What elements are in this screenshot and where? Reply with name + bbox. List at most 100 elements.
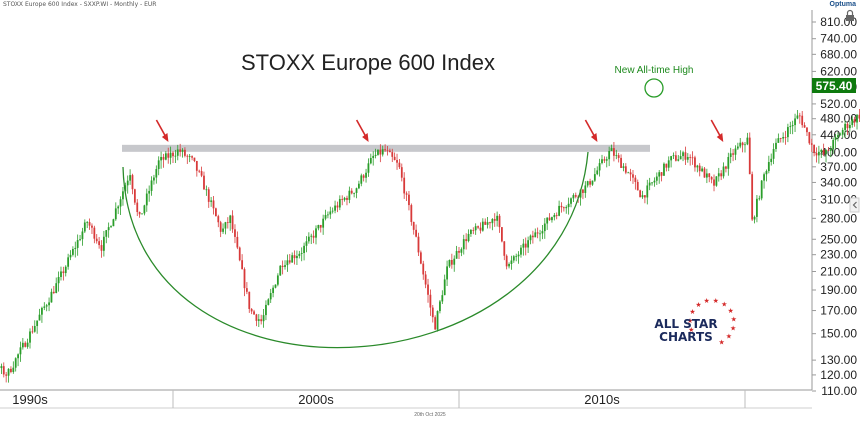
candle-body bbox=[813, 144, 816, 154]
candle-body bbox=[384, 149, 387, 151]
candle-body bbox=[174, 155, 177, 157]
star-icon: ★ bbox=[719, 338, 725, 346]
candle-body bbox=[760, 180, 763, 199]
candle-body bbox=[815, 153, 818, 156]
svg-text:CHARTS: CHARTS bbox=[659, 330, 713, 344]
candle-body bbox=[663, 163, 665, 176]
candle-body bbox=[777, 138, 780, 143]
candle-body bbox=[539, 233, 541, 235]
candle-body bbox=[67, 257, 70, 267]
candle-body bbox=[713, 179, 715, 186]
candle-body bbox=[620, 157, 622, 168]
candle-body bbox=[591, 180, 594, 185]
candle-body bbox=[93, 227, 96, 239]
collapse-panel-icon[interactable] bbox=[849, 197, 860, 213]
candle-body bbox=[522, 243, 525, 248]
candle-body bbox=[362, 175, 365, 178]
candle-body bbox=[817, 151, 820, 156]
candle-body bbox=[86, 222, 89, 223]
candle-body bbox=[796, 115, 799, 119]
candle-body bbox=[279, 265, 282, 276]
y-tick-label: 130.00 bbox=[820, 353, 857, 367]
candle-body bbox=[396, 160, 398, 163]
candle-body bbox=[350, 190, 353, 194]
candle-body bbox=[501, 227, 503, 242]
candle-body bbox=[203, 175, 205, 190]
resistance-band bbox=[122, 144, 650, 152]
cup-arc bbox=[122, 151, 589, 349]
candle-body bbox=[453, 258, 456, 265]
candle-body bbox=[29, 331, 31, 343]
candle-body bbox=[391, 152, 394, 157]
candle-body bbox=[562, 207, 565, 209]
candle-body bbox=[310, 235, 313, 237]
candle-body bbox=[334, 205, 336, 211]
candle-body bbox=[365, 172, 367, 178]
candle-body bbox=[405, 193, 408, 195]
candle-body bbox=[110, 226, 112, 228]
candle-body bbox=[374, 154, 377, 156]
candle-body bbox=[574, 195, 577, 197]
candle-body bbox=[567, 203, 570, 208]
candle-body bbox=[810, 143, 813, 145]
candle-body bbox=[491, 218, 494, 224]
candle-body bbox=[460, 249, 463, 253]
candle-body bbox=[803, 125, 806, 128]
candle-body bbox=[198, 170, 201, 172]
candle-body bbox=[622, 166, 625, 168]
candle-body bbox=[205, 189, 208, 191]
candle-body bbox=[186, 155, 189, 157]
candle-body bbox=[672, 155, 675, 157]
candle-body bbox=[644, 195, 646, 198]
candle-body bbox=[331, 210, 334, 212]
candle-body bbox=[446, 266, 448, 280]
candle-body bbox=[210, 200, 213, 202]
candle-body bbox=[524, 243, 527, 248]
star-icon: ★ bbox=[721, 300, 727, 308]
candle-body bbox=[767, 162, 770, 172]
candle-body bbox=[829, 149, 832, 151]
candle-body bbox=[64, 266, 67, 274]
candle-body bbox=[517, 254, 520, 257]
candle-body bbox=[765, 171, 768, 175]
candle-body bbox=[582, 189, 584, 193]
candle-body bbox=[286, 260, 289, 266]
candle-body bbox=[276, 275, 279, 285]
candle-body bbox=[424, 274, 427, 285]
candle-body bbox=[634, 177, 637, 182]
candle-body bbox=[427, 284, 429, 295]
candle-body bbox=[756, 198, 758, 217]
candle-body bbox=[265, 304, 267, 316]
candle-body bbox=[744, 144, 746, 146]
candle-body bbox=[17, 354, 19, 359]
candle-body bbox=[341, 198, 344, 200]
candle-body bbox=[19, 347, 22, 355]
candle-body bbox=[529, 235, 532, 241]
candle-body bbox=[95, 238, 98, 242]
candle-body bbox=[674, 155, 677, 161]
candle-body bbox=[632, 174, 634, 178]
candle-body bbox=[720, 173, 723, 177]
candle-body bbox=[124, 185, 127, 192]
candle-body bbox=[736, 146, 739, 149]
candle-body bbox=[441, 295, 444, 302]
candle-body bbox=[150, 180, 153, 191]
candle-body bbox=[136, 202, 139, 213]
candle-body bbox=[839, 134, 842, 136]
candle-body bbox=[629, 172, 632, 175]
star-icon: ★ bbox=[728, 307, 734, 315]
candle-body bbox=[436, 311, 439, 330]
candle-body bbox=[534, 232, 537, 238]
candle-body bbox=[348, 190, 351, 200]
lock-icon[interactable] bbox=[846, 9, 854, 21]
optuma-logo: Optuma bbox=[829, 1, 856, 8]
candle-body bbox=[624, 166, 627, 173]
candle-body bbox=[553, 214, 556, 218]
candle-body bbox=[641, 195, 644, 198]
candle-body bbox=[653, 180, 656, 183]
candle-body bbox=[281, 265, 284, 267]
candle-body bbox=[448, 259, 451, 267]
candle-body bbox=[241, 260, 244, 270]
candle-body bbox=[615, 155, 618, 156]
candle-body bbox=[45, 305, 48, 307]
